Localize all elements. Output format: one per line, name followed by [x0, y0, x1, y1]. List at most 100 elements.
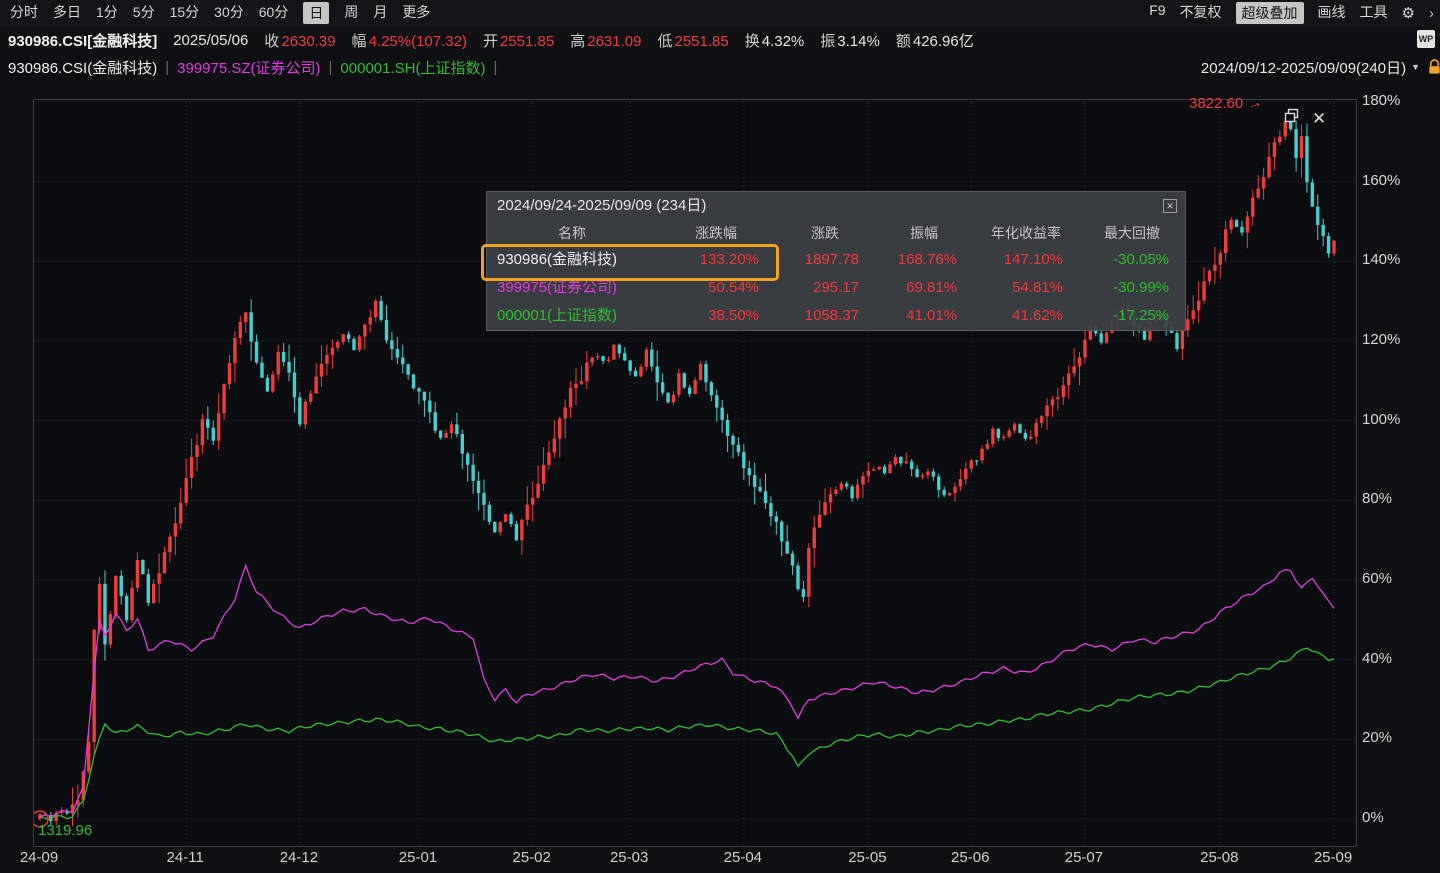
series-item[interactable]: 399975.SZ(证券公司) [177, 59, 321, 77]
x-axis-tick: 24-12 [279, 849, 319, 866]
quote-field-label: 额 [895, 32, 911, 50]
x-axis-tick: 25-06 [951, 849, 990, 866]
high-price-annotation: 3822.60 → [1189, 93, 1265, 114]
close-window-icon[interactable]: ✕ [1312, 108, 1327, 128]
quote-field: 低 2551.85 [657, 30, 728, 51]
quote-field-value: 2631.09 [587, 32, 642, 50]
date-range-selector[interactable]: 2024/09/12-2025/09/09(240日) ▼ [1201, 54, 1420, 80]
quote-field: 额 426.96亿 [896, 30, 974, 51]
toolbar-item[interactable]: F9 [1149, 2, 1166, 18]
quote-field-value: 2551.85 [674, 32, 729, 50]
series-item[interactable]: 930986.CSI(金融科技) [8, 59, 158, 77]
toolbar-item[interactable]: 不复权 [1179, 4, 1222, 20]
toolbar-item[interactable]: 多日 [53, 4, 81, 20]
toolbar-item[interactable]: 5分 [132, 4, 155, 20]
x-axis-tick: 25-09 [1313, 849, 1353, 866]
toolbar-item[interactable]: 画线 [1317, 4, 1346, 20]
popup-cell-name: 399975(证券公司) [497, 279, 618, 296]
quote-field-value: 4.32% [761, 32, 805, 50]
popup-cell-value: 50.54% [708, 279, 759, 296]
toolbar-item[interactable]: 15分 [169, 4, 200, 20]
toolbar-item[interactable]: 分时 [10, 4, 38, 20]
wp-badge[interactable]: WP [1417, 30, 1435, 48]
popup-cell-value: 54.81% [1012, 279, 1063, 296]
toolbar-item[interactable]: 工具 [1359, 4, 1388, 20]
toolbar-item[interactable]: 1分 [96, 4, 118, 20]
x-axis-tick: 25-08 [1200, 849, 1239, 866]
popup-cell-value: 168.76% [897, 251, 957, 268]
y-axis-tick: 40% [1362, 649, 1393, 667]
popup-col-header: 年化收益率 [991, 225, 1061, 241]
toolbar-item[interactable]: 30分 [214, 4, 244, 20]
info-bar: 930986.CSI[金融科技] 2025/05/06 收 2630.39 幅 4.2… [0, 26, 1440, 54]
restore-window-icon[interactable] [1284, 108, 1300, 128]
table-row[interactable]: 000001(上证指数) 38.50% 1058.37 41.01% 41.62% -17… [487, 302, 1185, 330]
popup-cell-name: 000001(上证指数) [497, 307, 618, 324]
y-axis-tick: 20% [1362, 729, 1393, 747]
quote-field-value: 4.25%(107.32) [368, 32, 467, 50]
popup-cell-value: 69.81% [906, 279, 957, 296]
x-axis-tick: 25-01 [398, 849, 438, 866]
toolbar-item[interactable]: 月 [373, 4, 388, 20]
quote-field-label: 幅 [351, 32, 367, 50]
y-axis-tick: 140% [1362, 251, 1401, 269]
chevron-right-icon[interactable]: › [1429, 4, 1434, 22]
quote-field-label: 开 [482, 32, 498, 50]
quote-field: 收 2630.39 [264, 30, 335, 51]
series-separator: | [493, 58, 498, 76]
toolbar-item[interactable]: 超级叠加 [1235, 2, 1304, 24]
popup-col-header: 涨跌幅 [695, 225, 737, 241]
popup-cell-value: 147.10% [1003, 251, 1063, 268]
popup-col-header: 最大回撤 [1104, 225, 1160, 241]
popup-col-header: 振幅 [910, 225, 938, 241]
popup-close-icon[interactable]: ✕ [1163, 199, 1177, 213]
quote-field: 幅 4.25%(107.32) [352, 30, 467, 51]
period-toolbar: 分时 多日 1分 5分 15分 30分 60分日周月更多 F9 不复权 超级叠加 画线 工具 ⚙ › [0, 0, 1440, 26]
quote-field-label: 振 [820, 32, 836, 50]
y-axis-tick: 60% [1362, 570, 1393, 587]
series-items: 930986.CSI(金融科技) | 399975.SZ(证券公司) | 000001.… [8, 57, 497, 78]
popup-cell-value: 295.17 [813, 279, 859, 296]
table-row[interactable]: 930986(金融科技) 133.20% 1897.78 168.76% 147.10%… [487, 246, 1185, 274]
y-axis-tick: 160% [1362, 171, 1401, 189]
chevron-down-icon: ▼ [1411, 62, 1420, 72]
quote-field-label: 换 [744, 32, 760, 50]
popup-cell-value: -30.99% [1113, 279, 1169, 296]
quote-field-value: 2551.85 [499, 32, 555, 50]
toolbar-left: 分时 多日 1分 5分 15分 30分 60分日周月更多 [0, 2, 430, 24]
popup-cell-value: 38.50% [708, 307, 759, 324]
toolbar-item[interactable]: 60分 [258, 4, 289, 20]
arrow-right-icon: → [1244, 93, 1265, 114]
popup-cell-value: 1058.37 [804, 307, 859, 324]
toolbar-right-items: F9 不复权 超级叠加 画线 工具 [1149, 2, 1388, 24]
toolbar-item[interactable]: 周 [344, 4, 359, 20]
symbol-name[interactable]: 930986.CSI[金融科技] [8, 32, 158, 50]
table-row[interactable]: 399975(证券公司) 50.54% 295.17 69.81% 54.81% -30.… [487, 274, 1185, 302]
x-axis-tick: 25-03 [609, 849, 649, 866]
popup-cell-value: 41.01% [906, 307, 957, 324]
toolbar-item[interactable]: 日 [303, 2, 330, 24]
series-item[interactable]: 000001.SH(上证指数) [340, 59, 486, 77]
series-separator: | [328, 58, 333, 76]
lock-icon[interactable] [1427, 58, 1440, 80]
x-axis-tick: 25-05 [848, 849, 887, 866]
popup-cell-value: 41.62% [1012, 307, 1063, 324]
toolbar-item[interactable]: 更多 [402, 4, 431, 20]
popup-col-header: 涨跌 [811, 225, 839, 241]
x-axis-tick: 25-07 [1064, 849, 1104, 866]
quote-field: 高 2631.09 [570, 30, 641, 51]
y-axis-tick: 80% [1362, 490, 1393, 508]
low-price-annotation: 1319.96 [38, 822, 93, 839]
popup-table-header: 名称 涨跌幅 涨跌 振幅 年化收益率 最大回撤 [487, 220, 1185, 246]
popup-table-body: 930986(金融科技) 133.20% 1897.78 168.76% 147.10%… [487, 246, 1185, 330]
chart-area: 3822.60 → 1319.96 ✕ 2024/09/24-2025/09/0… [33, 93, 1357, 847]
x-axis-tick: 25-02 [512, 849, 551, 866]
popup-cell-value: 133.20% [699, 251, 759, 268]
gear-icon[interactable]: ⚙ [1401, 5, 1415, 22]
popup-title-bar: 2024/09/24-2025/09/09 (234日) ✕ [487, 192, 1185, 220]
quote-field-label: 低 [657, 32, 673, 50]
chart-window-controls: ✕ [1284, 108, 1326, 128]
quote-field: 开 2551.85 [483, 30, 554, 51]
quote-field: 换 4.32% [745, 30, 805, 51]
